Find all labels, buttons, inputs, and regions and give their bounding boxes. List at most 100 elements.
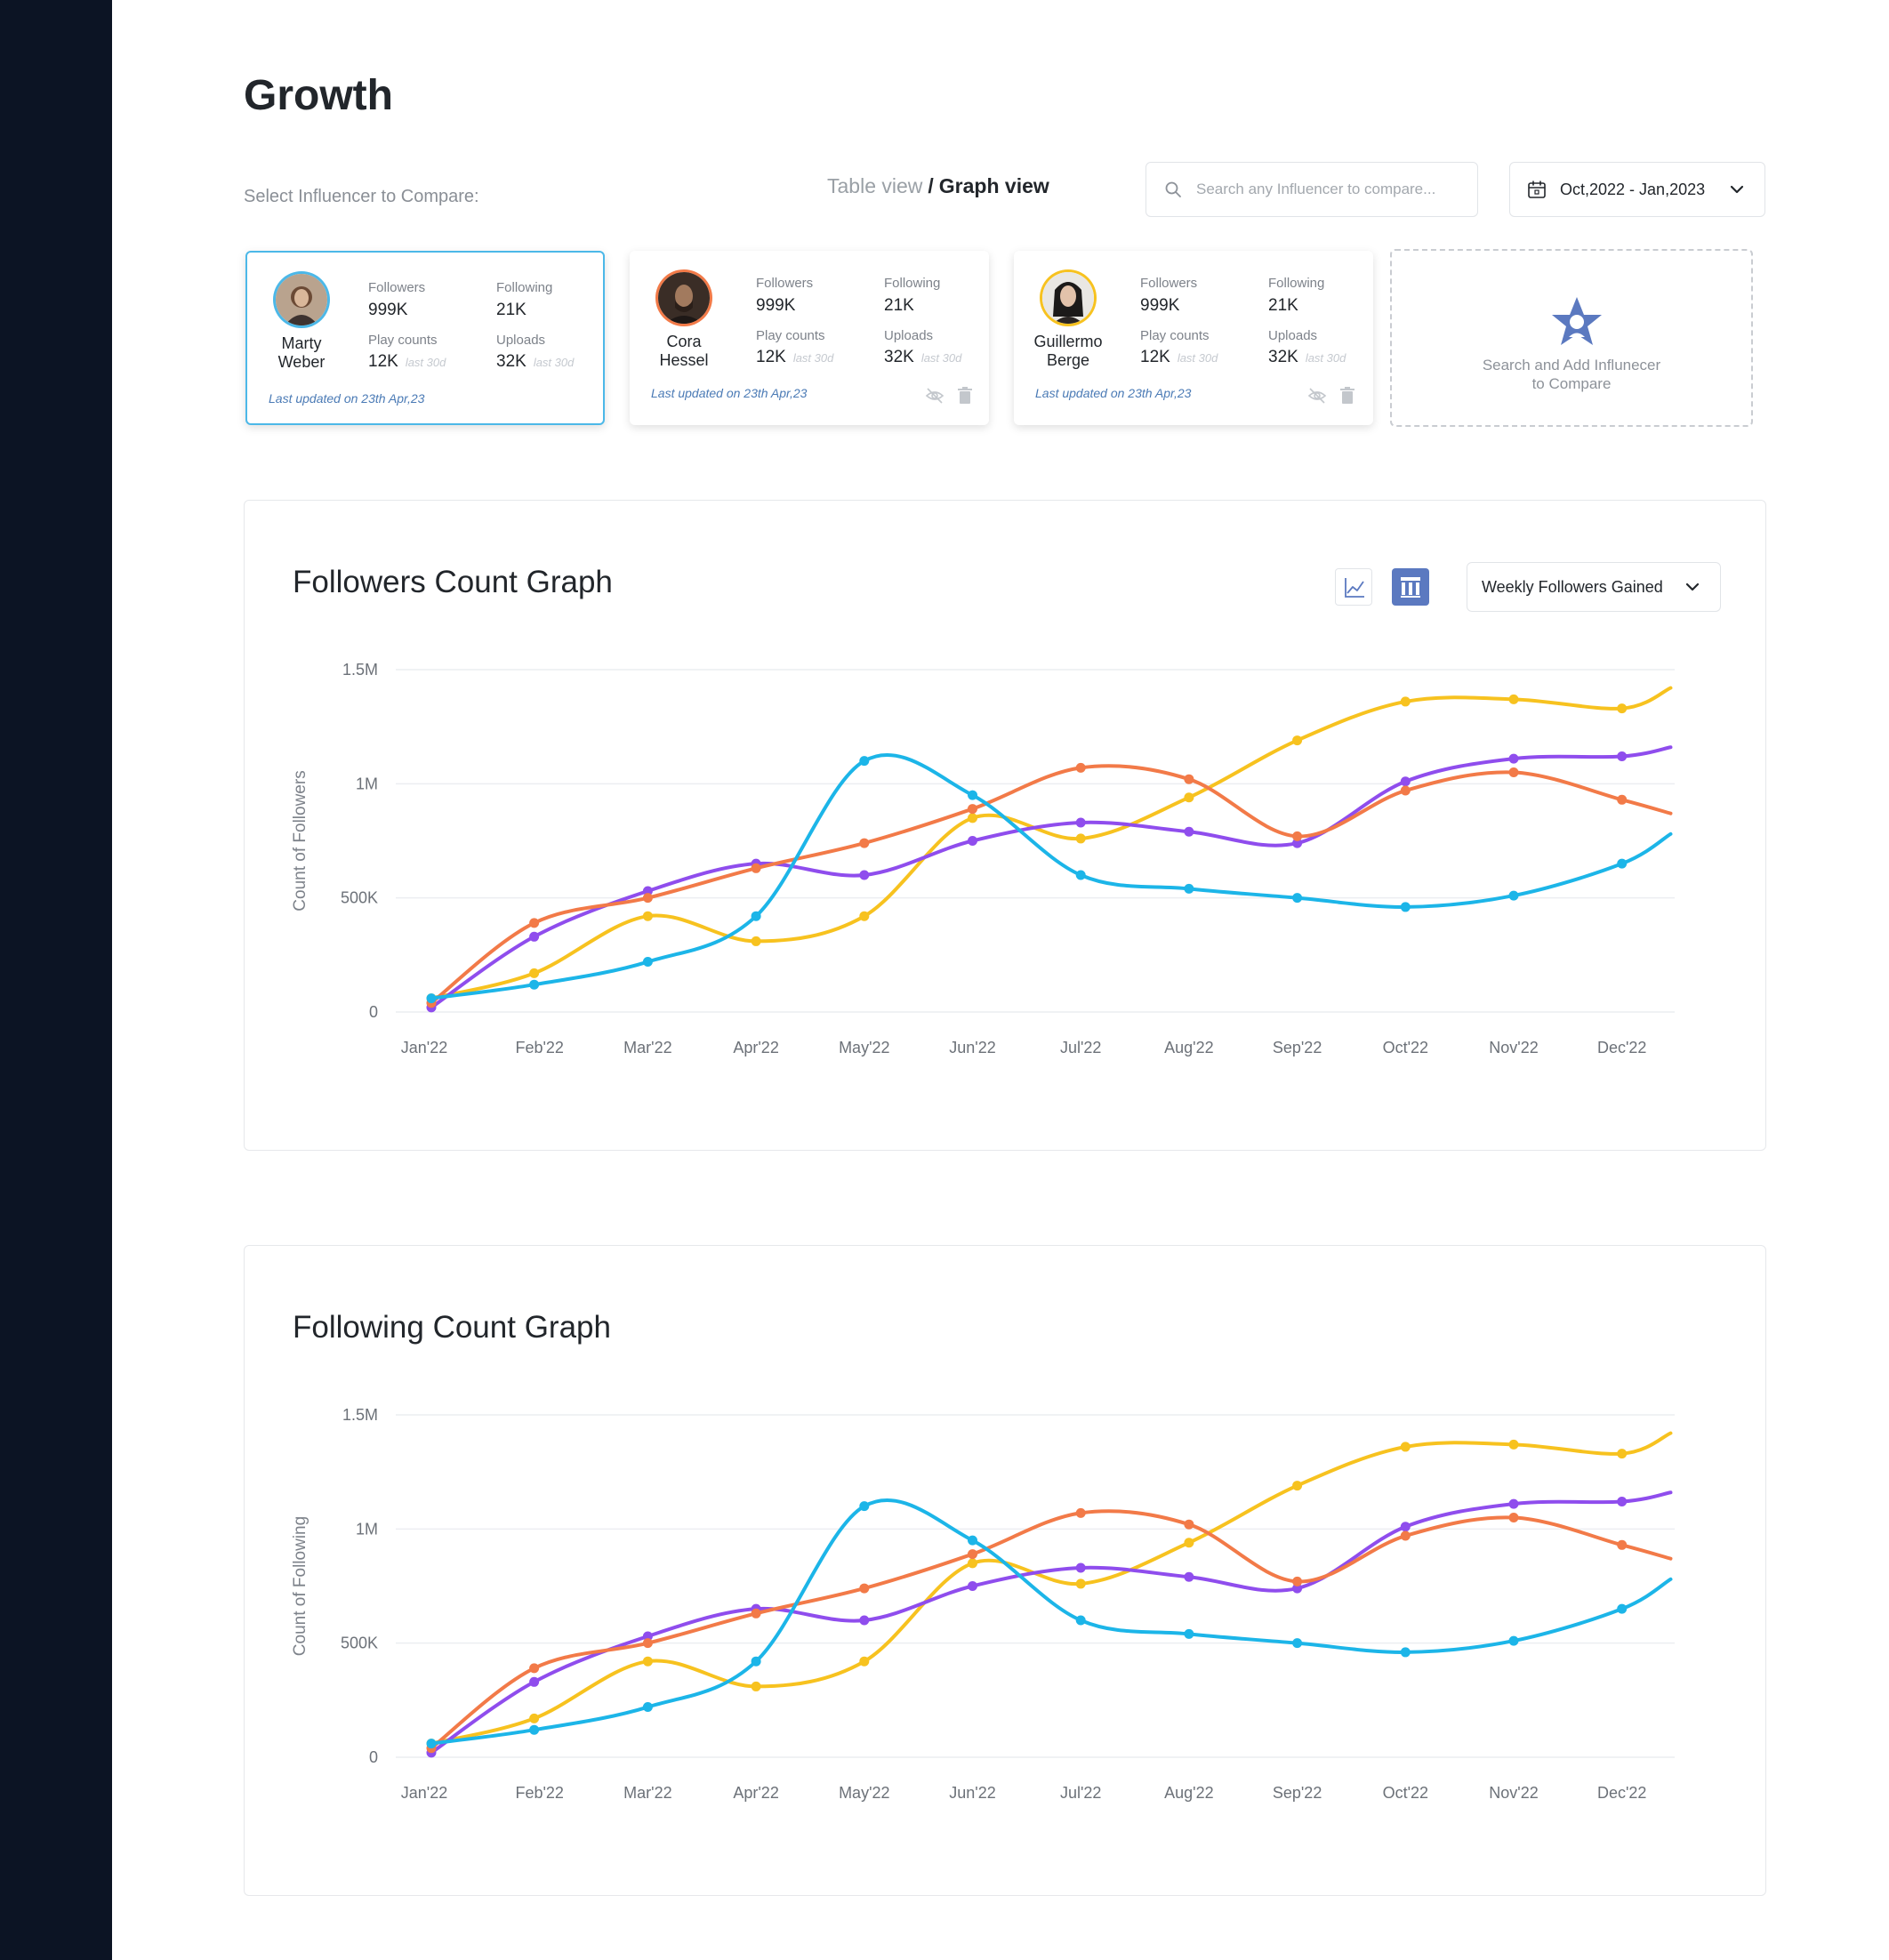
data-point [1184,826,1194,837]
metric-dropdown[interactable]: Weekly Followers Gained [1467,562,1721,612]
series-line [430,1498,1673,1746]
influencer-card[interactable]: Guillermo Berge Followers 999K Following … [1014,251,1373,425]
data-point [1617,1603,1628,1614]
followers-graph-panel: 0 500K 1M 1.5M Count of Followers Jan'22 Feb'2… [244,500,1766,1151]
data-point [529,1676,540,1687]
data-point [968,1581,977,1591]
data-point [859,1656,870,1667]
following-label: Following [884,276,941,291]
data-point [1292,735,1303,746]
eye-off-icon[interactable] [1307,386,1327,406]
data-point [1400,1522,1411,1532]
trash-icon[interactable] [955,386,975,406]
data-point [1400,1442,1411,1452]
following-value: 21K [496,301,527,319]
data-point [1292,893,1303,904]
y-tick-label: 1.5M [342,661,378,679]
x-tick-label: Apr'22 [733,1784,778,1802]
name-first: Guillermo [1033,333,1103,350]
line-chart-toggle[interactable] [1335,568,1372,606]
influencer-name: Guillermo Berge [1021,333,1115,370]
data-point [968,790,977,800]
data-point [968,813,977,823]
calendar-icon [1528,181,1546,198]
x-tick-label: Nov'22 [1489,1784,1538,1802]
followers-line-chart: 0 500K 1M 1.5M Count of Followers Jan'22 Feb'2… [291,661,1675,1056]
name-last: Weber [277,353,326,371]
data-point [859,838,870,848]
y-axis-label: Count of Followers [291,770,309,911]
x-tick-label: Jul'22 [1060,1039,1101,1056]
series-line [430,752,1673,1000]
data-point [1400,776,1411,787]
data-point [642,893,653,904]
data-point [1075,1578,1086,1589]
data-point [751,1608,761,1619]
y-tick-label: 1M [356,775,378,792]
view-toggle-separator: / [928,174,934,197]
select-influencer-label: Select Influencer to Compare: [244,187,479,206]
data-point [1617,1497,1628,1507]
x-tick-label: Dec'22 [1597,1784,1646,1802]
star-badge-icon [1552,297,1602,345]
data-point [642,911,653,921]
data-point [1075,1615,1086,1626]
data-point [1075,762,1086,773]
influencer-card[interactable]: Marty Weber Followers 999K Following 21K … [245,251,605,425]
data-point [1617,703,1628,714]
trash-icon[interactable] [1338,386,1357,406]
data-point [968,1535,977,1546]
table-view-link[interactable]: Table view [827,174,923,197]
play-counts-period: last 30d [405,356,446,369]
data-point [1508,753,1519,764]
chevron-down-icon [1685,582,1700,591]
play-counts-label: Play counts [756,328,825,343]
data-point [642,1702,653,1713]
sidebar [0,0,112,1960]
data-point [529,1713,540,1723]
data-point [751,863,761,873]
play-counts-label: Play counts [368,333,438,348]
graph-view-link[interactable]: Graph view [938,174,1049,197]
search-input[interactable] [1196,181,1463,198]
x-tick-label: Jan'22 [401,1784,447,1802]
add-influencer-card[interactable]: Search and Add Influnecer to Compare [1390,249,1753,427]
following-line-chart: 0 500K 1M 1.5M Count of Following Jan'22 Feb'2… [291,1406,1675,1802]
x-tick-label: Jun'22 [949,1039,995,1056]
data-point [1075,870,1086,880]
x-tick-label: Apr'22 [733,1039,778,1056]
data-point [1292,1481,1303,1491]
x-tick-label: Sep'22 [1273,1784,1322,1802]
data-point [529,968,540,978]
eye-off-icon[interactable] [925,386,944,406]
data-point [1292,1638,1303,1649]
data-point [1400,696,1411,707]
chevron-down-icon [1730,185,1744,194]
data-point [1184,1519,1194,1530]
play-counts-value: 12K last 30d [1140,348,1218,367]
last-updated: Last updated on 23th Apr,23 [651,386,808,400]
bar-chart-toggle[interactable] [1392,568,1429,606]
last-updated: Last updated on 23th Apr,23 [269,391,425,406]
influencer-search[interactable] [1145,162,1478,217]
data-point [1184,792,1194,803]
y-tick-label: 0 [369,1003,378,1021]
data-point [859,870,870,880]
data-point [1292,831,1303,841]
avatar [658,272,710,324]
date-range-picker[interactable]: Oct,2022 - Jan,2023 [1509,162,1765,217]
influencer-card[interactable]: Cora Hessel Followers 999K Following 21K … [630,251,989,425]
uploads-value: 32K last 30d [884,348,961,367]
data-point [859,1501,870,1512]
data-point [1400,785,1411,796]
data-point [642,957,653,968]
x-tick-label: Feb'22 [515,1784,563,1802]
followers-value: 999K [756,296,796,315]
search-icon [1165,181,1181,197]
data-point [751,936,761,946]
data-point [642,1638,653,1649]
data-point [1184,883,1194,894]
series-line [430,764,1673,1005]
data-point [859,1615,870,1626]
name-last: Hessel [659,351,709,369]
